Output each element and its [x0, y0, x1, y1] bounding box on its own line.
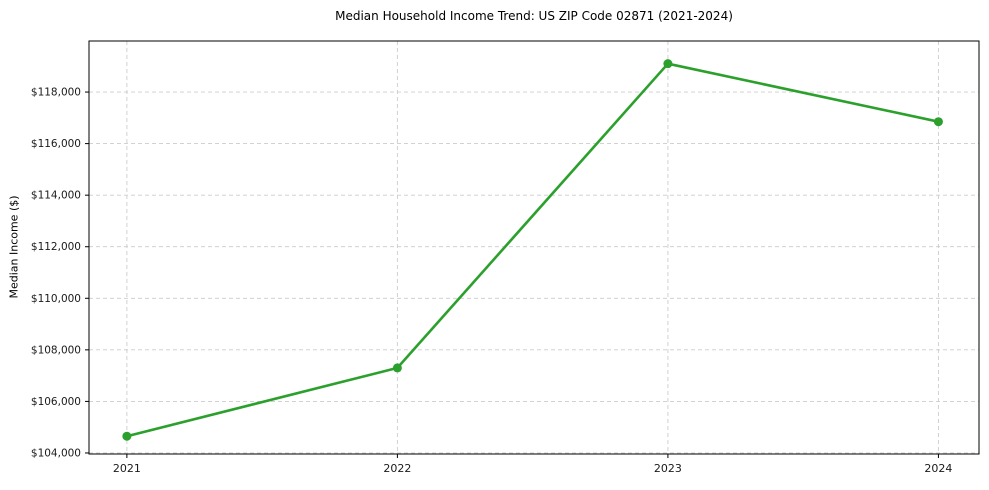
y-tick-label: $108,000	[31, 344, 81, 356]
x-tick-label: 2023	[654, 462, 682, 475]
y-tick-label: $110,000	[31, 293, 81, 305]
y-tick-label: $116,000	[31, 138, 81, 150]
y-tick-label: $104,000	[31, 447, 81, 459]
y-tick-label: $114,000	[31, 190, 81, 202]
data-point-2024	[933, 117, 943, 127]
y-tick-label: $112,000	[31, 241, 81, 253]
plot-border	[88, 40, 980, 455]
x-tick-label: 2021	[113, 462, 141, 475]
data-point-2021	[122, 431, 132, 441]
income-trend-line	[125, 62, 940, 438]
data-point-2022	[392, 363, 402, 373]
x-tick-label: 2022	[383, 462, 411, 475]
data-point-2023	[663, 59, 673, 69]
y-axis-label: Median Income ($)	[7, 195, 21, 299]
x-tick-label: 2024	[924, 462, 952, 475]
chart-title: Median Household Income Trend: US ZIP Co…	[335, 9, 733, 23]
y-tick-label: $106,000	[31, 396, 81, 408]
y-tick-label: $118,000	[31, 87, 81, 99]
